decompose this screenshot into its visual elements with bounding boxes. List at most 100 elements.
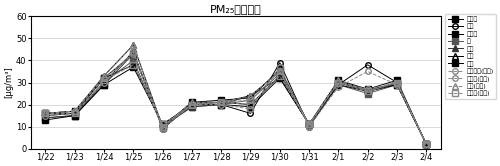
- 同田: [277, 71, 283, 73]
- 大阪市: [72, 110, 78, 112]
- 犀: [306, 123, 312, 125]
- 長市: [336, 82, 342, 83]
- 犀: [189, 106, 195, 108]
- 東大満: [394, 82, 400, 83]
- 河内長野(自動): [218, 104, 224, 106]
- 東大満: [248, 104, 254, 106]
- 同田(自動): [218, 101, 224, 103]
- 東大満: [218, 101, 224, 103]
- 河内長野(自動): [248, 108, 254, 110]
- 同田: [364, 90, 370, 92]
- Legend: 東大満, 大象, 大阪市, 犀, 長市, 同田, 八尾, 河内長野(自動), 大阪市(自動), 同田(自動), 東大阪(自動): 東大満, 大象, 大阪市, 犀, 長市, 同田, 八尾, 河内長野(自動), 大…: [445, 14, 496, 99]
- 同田(自動): [394, 82, 400, 83]
- 同田: [336, 79, 342, 81]
- 東大阪(自動): [336, 82, 342, 83]
- 大阪市: [248, 97, 254, 99]
- 河内長野(自動): [42, 115, 48, 117]
- 八尾: [277, 77, 283, 79]
- 大阪市: [336, 79, 342, 81]
- 犀: [160, 126, 166, 128]
- 同田: [42, 112, 48, 114]
- 八尾: [189, 104, 195, 106]
- 東大満: [364, 90, 370, 92]
- 同田: [101, 75, 107, 77]
- 大阪市(自動): [306, 123, 312, 125]
- 河内長野(自動): [277, 66, 283, 68]
- 長市: [424, 143, 430, 145]
- 河内長野(自動): [394, 84, 400, 86]
- 犀: [394, 84, 400, 86]
- 同田: [72, 110, 78, 112]
- 長市: [189, 106, 195, 108]
- 大阪市(自動): [248, 99, 254, 101]
- 東大満: [306, 123, 312, 125]
- 同田(自動): [364, 90, 370, 92]
- 八尾: [306, 123, 312, 125]
- 河内長野(自動): [424, 143, 430, 145]
- 東大満: [277, 75, 283, 77]
- 大象: [42, 115, 48, 117]
- 河内長野(自動): [72, 112, 78, 114]
- 長市: [130, 53, 136, 55]
- 大象: [72, 112, 78, 114]
- 大阪市(自動): [42, 112, 48, 114]
- 東大満: [130, 64, 136, 66]
- 同田(自動): [248, 95, 254, 97]
- 同田(自動): [42, 112, 48, 114]
- 大象: [248, 112, 254, 114]
- 東大阪(自動): [277, 75, 283, 77]
- 東大満: [160, 123, 166, 125]
- 同田(自動): [72, 110, 78, 112]
- 大象: [394, 82, 400, 83]
- 大阪市(自動): [424, 143, 430, 145]
- 大阪市: [277, 68, 283, 70]
- 東大阪(自動): [72, 112, 78, 114]
- 大象: [277, 62, 283, 64]
- 河内長野(自動): [306, 126, 312, 128]
- 犀: [364, 92, 370, 94]
- 東大阪(自動): [306, 123, 312, 125]
- 東大満: [101, 77, 107, 79]
- 河内長野(自動): [189, 104, 195, 106]
- 八尾: [364, 90, 370, 92]
- 犀: [336, 84, 342, 86]
- 東大満: [336, 82, 342, 83]
- Y-axis label: [μg/m³]: [μg/m³]: [4, 67, 13, 98]
- 河内長野(自動): [364, 71, 370, 73]
- 同田: [160, 126, 166, 128]
- 東大阪(自動): [42, 112, 48, 114]
- 八尾: [130, 66, 136, 68]
- 同田: [306, 123, 312, 125]
- 同田(自動): [101, 75, 107, 77]
- 河内長野(自動): [130, 51, 136, 53]
- Line: 大阪市: 大阪市: [42, 51, 429, 147]
- 八尾: [72, 115, 78, 117]
- Line: 東大阪(自動): 東大阪(自動): [42, 62, 429, 147]
- 大阪市: [130, 53, 136, 55]
- 長市: [306, 123, 312, 125]
- 大阪市: [160, 126, 166, 128]
- Line: 同田: 同田: [42, 42, 429, 147]
- 同田(自動): [424, 143, 430, 145]
- 河内長野(自動): [101, 82, 107, 83]
- 八尾: [424, 143, 430, 145]
- 同田: [394, 82, 400, 83]
- 同田: [218, 101, 224, 103]
- 長市: [218, 104, 224, 106]
- 河内長野(自動): [160, 128, 166, 130]
- 同田: [189, 101, 195, 103]
- 東大阪(自動): [364, 90, 370, 92]
- 大象: [101, 82, 107, 83]
- 東大満: [189, 104, 195, 106]
- Title: PM₂₅質量濃度: PM₂₅質量濃度: [210, 4, 262, 14]
- 犀: [101, 82, 107, 83]
- 大象: [189, 104, 195, 106]
- 同田(自動): [277, 71, 283, 73]
- 同田(自動): [160, 126, 166, 128]
- 同田(自動): [306, 123, 312, 125]
- 大阪市(自動): [101, 77, 107, 79]
- 長市: [364, 88, 370, 90]
- 大象: [424, 143, 430, 145]
- 長市: [160, 126, 166, 128]
- 東大満: [72, 112, 78, 114]
